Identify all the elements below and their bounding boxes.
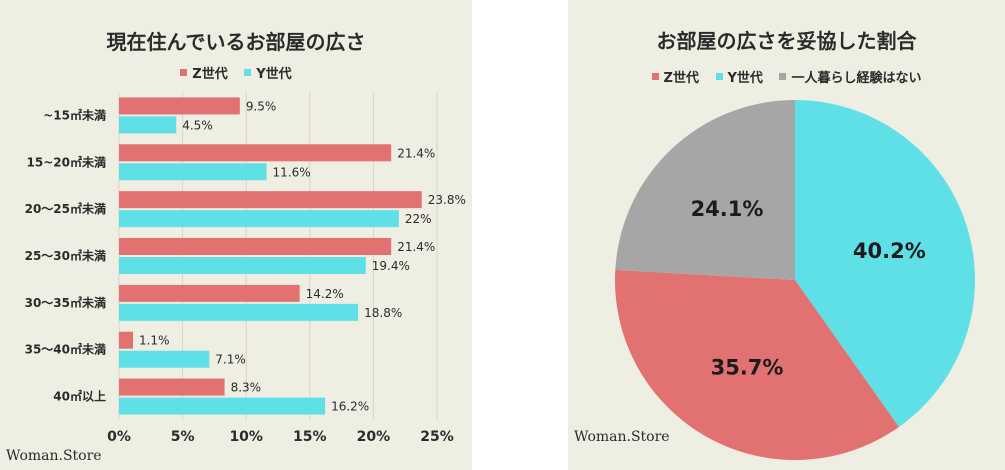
value-label: 11.6% bbox=[273, 165, 311, 179]
bar-z bbox=[119, 378, 225, 396]
value-label: 18.8% bbox=[364, 306, 402, 320]
value-label: 8.3% bbox=[231, 381, 261, 395]
pie-legend-swatch-none bbox=[779, 73, 787, 80]
value-label: 7.1% bbox=[215, 353, 246, 367]
pie-slice-label: 40.2% bbox=[853, 239, 926, 263]
legend-item-z: Z世代 bbox=[180, 63, 228, 82]
bar-chart-plot: 0% 5% 10% 15% 20% 25% ~15㎡未満 9.5% 4.5% 15~20㎡未満 21… bbox=[25, 92, 466, 445]
legend-swatch-z bbox=[180, 69, 188, 76]
bar-z bbox=[119, 284, 300, 302]
x-tick-label: 20% bbox=[357, 429, 391, 445]
value-label: 4.5% bbox=[182, 118, 213, 132]
watermark-logo-right: Woman.Store bbox=[574, 429, 670, 445]
watermark-logo-left: Woman.Store bbox=[6, 448, 102, 464]
pie-chart-plot: 40.2% 35.7% 24.1% bbox=[615, 100, 975, 460]
bar-y bbox=[119, 350, 210, 368]
x-tick-label: 5% bbox=[171, 429, 195, 445]
bar-z bbox=[119, 144, 392, 162]
value-label: 21.4% bbox=[397, 240, 435, 254]
pie-legend-item-y: Y世代 bbox=[715, 67, 763, 86]
pie-chart-panel: お部屋の広さを妥協した割合 Z世代 Y世代 一人暮らし経験はない 40.2% 35… bbox=[568, 0, 1005, 470]
bar-y bbox=[119, 210, 399, 228]
x-tick-label: 10% bbox=[229, 429, 263, 445]
legend-swatch-y bbox=[244, 69, 252, 76]
value-label: 1.1% bbox=[139, 334, 170, 348]
bar-y bbox=[119, 163, 267, 181]
pie-legend-swatch-y bbox=[715, 73, 723, 80]
pie-slice-label: 24.1% bbox=[691, 197, 764, 221]
bar-chart-panel: 現在住んでいるお部屋の広さ Z世代 Y世代 0% 5% 10% 15% 20% 25% ~1… bbox=[0, 0, 472, 470]
bar-z bbox=[119, 97, 240, 115]
value-label: 9.5% bbox=[246, 99, 277, 113]
x-tick-label: 15% bbox=[293, 429, 327, 445]
legend-label-y: Y世代 bbox=[256, 67, 292, 82]
category-label: 40㎡以上 bbox=[53, 389, 106, 404]
pie-legend-label-z: Z世代 bbox=[663, 71, 699, 86]
pie-slice bbox=[615, 100, 795, 280]
pie-slice-label: 35.7% bbox=[711, 356, 784, 380]
value-label: 16.2% bbox=[331, 400, 369, 414]
value-label: 19.4% bbox=[372, 259, 410, 273]
category-label: 25〜30㎡未満 bbox=[25, 248, 106, 263]
bar-y bbox=[119, 397, 326, 415]
pie-legend-swatch-z bbox=[651, 73, 659, 80]
legend-label-z: Z世代 bbox=[192, 67, 228, 82]
pie-legend-label-y: Y世代 bbox=[727, 71, 763, 86]
pie-chart-title: お部屋の広さを妥協した割合 bbox=[656, 29, 917, 53]
pie-legend-item-z: Z世代 bbox=[651, 67, 699, 86]
value-label: 23.8% bbox=[428, 193, 466, 207]
value-label: 14.2% bbox=[306, 287, 344, 301]
category-label: 20〜25㎡未満 bbox=[25, 201, 106, 216]
pie-legend-label-none: 一人暮らし経験はない bbox=[791, 71, 922, 86]
pie-slice bbox=[795, 100, 975, 427]
value-label: 21.4% bbox=[397, 146, 435, 160]
category-label: 30〜35㎡未満 bbox=[25, 295, 106, 310]
pie-slice bbox=[615, 269, 899, 460]
bar-z bbox=[119, 191, 422, 209]
value-label: 22% bbox=[405, 212, 432, 226]
bar-y bbox=[119, 303, 359, 321]
category-label: 35〜40㎡未満 bbox=[25, 342, 106, 357]
pie-chart-legend: Z世代 Y世代 一人暮らし経験はない bbox=[568, 67, 1005, 86]
category-label: ~15㎡未満 bbox=[43, 107, 106, 122]
x-tick-label: 25% bbox=[420, 429, 454, 445]
bar-y bbox=[119, 257, 366, 274]
legend-item-y: Y世代 bbox=[244, 63, 292, 82]
category-label: 15~20㎡未満 bbox=[27, 154, 106, 169]
bar-z bbox=[119, 238, 392, 255]
x-tick-label: 0% bbox=[107, 429, 131, 445]
pie-legend-item-none: 一人暮らし経験はない bbox=[779, 67, 921, 86]
bar-chart-title: 現在住んでいるお部屋の広さ bbox=[106, 30, 366, 54]
bar-z bbox=[119, 331, 133, 349]
bar-chart-legend: Z世代 Y世代 bbox=[0, 63, 472, 82]
bar-y bbox=[119, 116, 177, 134]
